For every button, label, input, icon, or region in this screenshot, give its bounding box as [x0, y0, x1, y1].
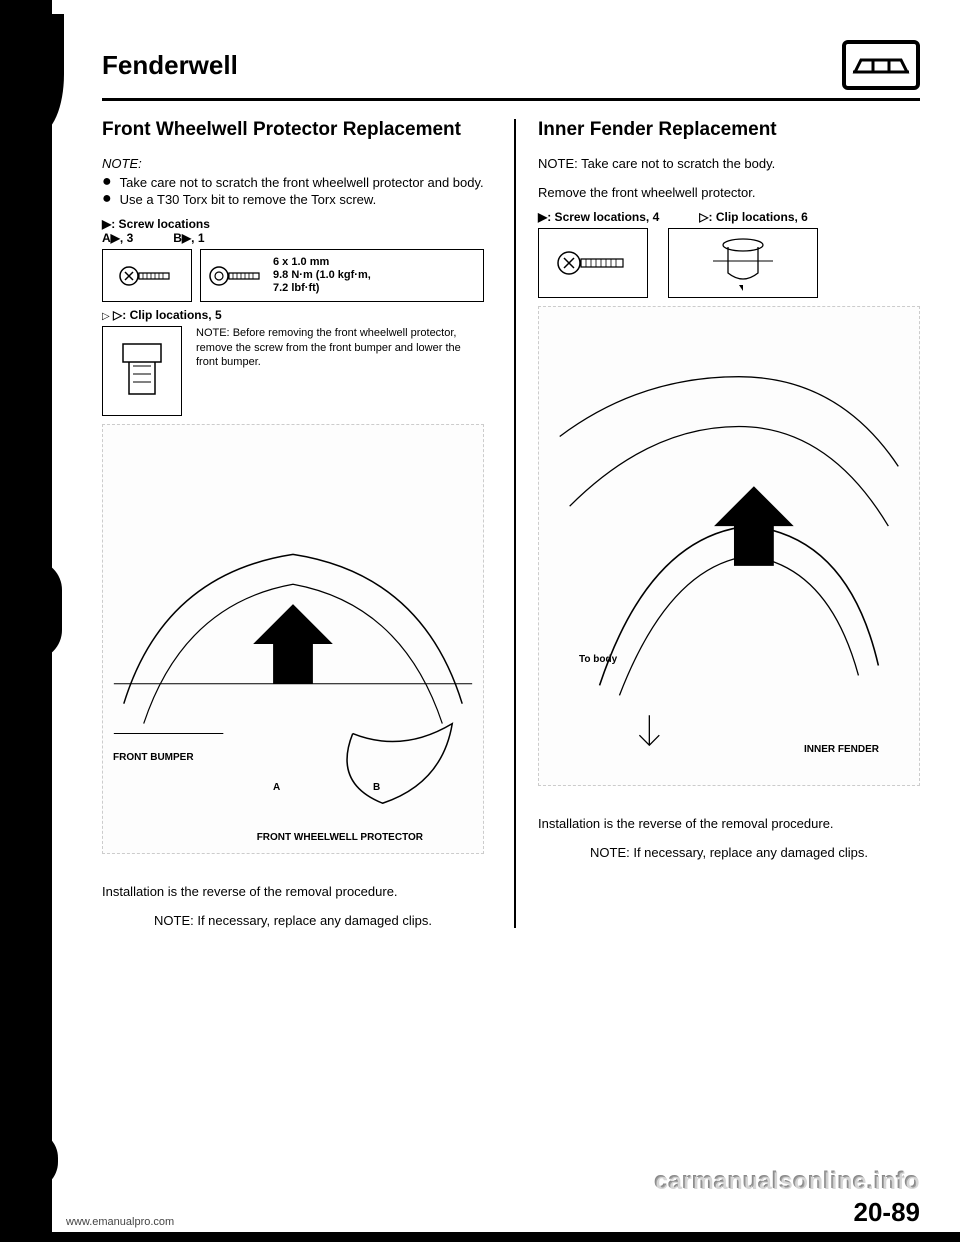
right-install-note: NOTE: If necessary, replace any damaged … [538, 845, 920, 860]
clip-icon [115, 336, 169, 406]
list-item: ● Use a T30 Torx bit to remove the Torx … [102, 192, 484, 207]
clip-note-label: NOTE: [196, 327, 230, 339]
left-bullet-list: ● Take care not to scratch the front whe… [102, 175, 484, 207]
screw-a-box [102, 249, 192, 303]
footer: www.emanualpro.com 20-89 [66, 1197, 920, 1228]
screw-icon [117, 261, 177, 291]
fastener-row: 6 x 1.0 mm 9.8 N·m (1.0 kgf·m, 7.2 lbf·f… [102, 249, 484, 303]
manufacturer-logo [842, 40, 920, 90]
right-screw-box [538, 228, 648, 298]
clip-box [102, 326, 182, 416]
two-column-layout: Front Wheelwell Protector Replacement NO… [102, 119, 920, 928]
clip-row: NOTE: Before removing the front wheelwel… [102, 326, 484, 416]
list-item: ● Take care not to scratch the front whe… [102, 175, 484, 190]
page-title: Fenderwell [102, 50, 238, 81]
left-column: Front Wheelwell Protector Replacement NO… [102, 119, 484, 928]
screw-b-count: B▶, 1 [173, 231, 204, 245]
right-column: Inner Fender Replacement NOTE: Take care… [514, 119, 920, 928]
car-icon [851, 50, 911, 80]
bullet-dot-icon: ● [102, 175, 112, 190]
page-number: 20-89 [854, 1197, 921, 1228]
bullet-text: Take care not to scratch the front wheel… [120, 175, 484, 190]
inner-fender-line-art [539, 307, 919, 785]
right-fastener-row [538, 228, 920, 298]
wheelwell-line-art [103, 425, 483, 853]
right-fastener-labels: ▶: Screw locations, 4 ▷: Clip locations,… [538, 210, 920, 224]
screw-b-box: 6 x 1.0 mm 9.8 N·m (1.0 kgf·m, 7.2 lbf·f… [200, 249, 484, 303]
right-clip-label: ▷: Clip locations, 6 [699, 210, 808, 224]
torque-nm: 9.8 N·m (1.0 kgf·m, [273, 269, 371, 282]
footer-site: www.emanualpro.com [66, 1216, 174, 1228]
screw-icon [553, 243, 633, 283]
clip-note-text: Before removing the front wheelwell prot… [196, 327, 461, 368]
header-row: Fenderwell [102, 40, 920, 90]
right-section-title: Inner Fender Replacement [538, 119, 920, 142]
front-bumper-label: FRONT BUMPER [113, 752, 194, 763]
to-body-label: To body [579, 654, 617, 665]
inner-fender-label: INNER FENDER [804, 744, 879, 755]
clip-icon [683, 233, 803, 293]
right-screw-label: ▶: Screw locations, 4 [538, 210, 659, 224]
front-wheelwell-diagram: FRONT BUMPER FRONT WHEELWELL PROTECTOR A… [102, 424, 484, 854]
clip-note: NOTE: Before removing the front wheelwel… [196, 326, 484, 369]
triangle-icon: ▷ [102, 311, 110, 322]
screw-count-row: A▶, 3 B▶, 1 [102, 231, 484, 245]
left-install-note: NOTE: If necessary, replace any damaged … [102, 913, 484, 928]
screw-locations-label: ▶: Screw locations [102, 217, 484, 231]
torque-spec: 6 x 1.0 mm 9.8 N·m (1.0 kgf·m, 7.2 lbf·f… [273, 256, 371, 296]
front-wheelwell-label: FRONT WHEELWELL PROTECTOR [257, 832, 423, 843]
right-remove-text: Remove the front wheelwell protector. [538, 185, 920, 200]
right-install-text: Installation is the reverse of the remov… [538, 816, 920, 831]
left-install-text: Installation is the reverse of the remov… [102, 884, 484, 899]
marker-a: A [273, 782, 280, 793]
page: Fenderwell Front Wheelwell Protector Rep… [0, 0, 960, 1242]
clip-label-text: ▷: Clip locations, 5 [113, 308, 222, 322]
torque-lbf: 7.2 lbf·ft) [273, 282, 371, 295]
left-section-title: Front Wheelwell Protector Replacement [102, 119, 484, 142]
right-note: NOTE: Take care not to scratch the body. [538, 156, 920, 171]
inner-fender-diagram: To body INNER FENDER [538, 306, 920, 786]
screw-icon [207, 261, 267, 291]
binding-tab-bottom [0, 1130, 58, 1190]
content-area: Fenderwell Front Wheelwell Protector Rep… [52, 0, 960, 1242]
header-rule [102, 98, 920, 101]
watermark-text: carmanualsonline.info [655, 1168, 920, 1196]
clip-locations-label: ▷ ▷: Clip locations, 5 [102, 308, 484, 322]
left-note-label: NOTE: [102, 156, 484, 171]
torque-size: 6 x 1.0 mm [273, 256, 371, 269]
bullet-text: Use a T30 Torx bit to remove the Torx sc… [120, 192, 377, 207]
screw-a-count: A▶, 3 [102, 231, 133, 245]
marker-b: B [373, 782, 380, 793]
bullet-dot-icon: ● [102, 192, 112, 207]
right-clip-box [668, 228, 818, 298]
